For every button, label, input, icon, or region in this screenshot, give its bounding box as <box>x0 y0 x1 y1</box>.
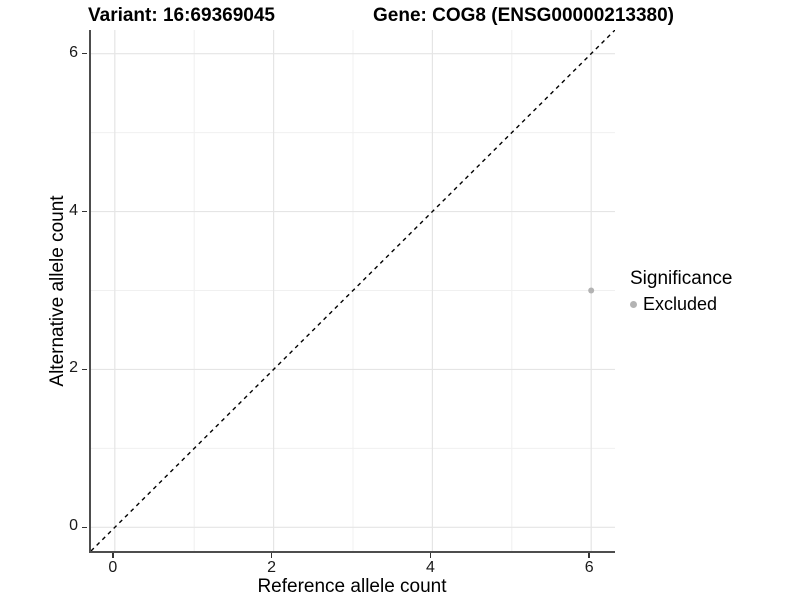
y-tick-label: 6 <box>69 43 78 61</box>
plot-title-variant: Variant: 16:69369045 <box>88 5 275 26</box>
identity-dashed-line <box>91 30 615 551</box>
x-tick-mark <box>588 553 590 558</box>
plot-title-gene: Gene: COG8 (ENSG00000213380) <box>373 5 674 26</box>
x-tick-mark <box>429 553 432 558</box>
legend-entry-label: Excluded <box>643 294 718 314</box>
y-tick-mark <box>82 210 87 213</box>
x-axis-label: Reference allele count <box>257 576 447 597</box>
y-tick-mark <box>82 368 87 371</box>
legend-point-icon <box>630 301 637 308</box>
y-tick-mark <box>82 526 87 529</box>
x-tick-label: 6 <box>584 559 594 576</box>
legend-entry-excluded: Excluded <box>630 294 732 315</box>
x-tick-label: 4 <box>425 559 435 576</box>
x-tick-label: 0 <box>108 559 118 576</box>
x-tick-mark <box>112 553 114 558</box>
y-tick-mark <box>82 52 87 55</box>
y-axis-label: Alternative allele count <box>47 195 68 387</box>
x-tick-label: 2 <box>267 559 277 576</box>
data-point <box>588 287 595 294</box>
plot-panel <box>89 30 615 553</box>
plot-canvas <box>91 30 615 551</box>
x-tick-mark <box>270 553 273 558</box>
y-tick-label: 2 <box>69 359 78 377</box>
legend-title: Significance <box>630 268 733 289</box>
legend: Significance Excluded <box>630 268 732 315</box>
y-tick-label: 4 <box>69 201 78 219</box>
y-tick-label: 0 <box>69 517 78 535</box>
